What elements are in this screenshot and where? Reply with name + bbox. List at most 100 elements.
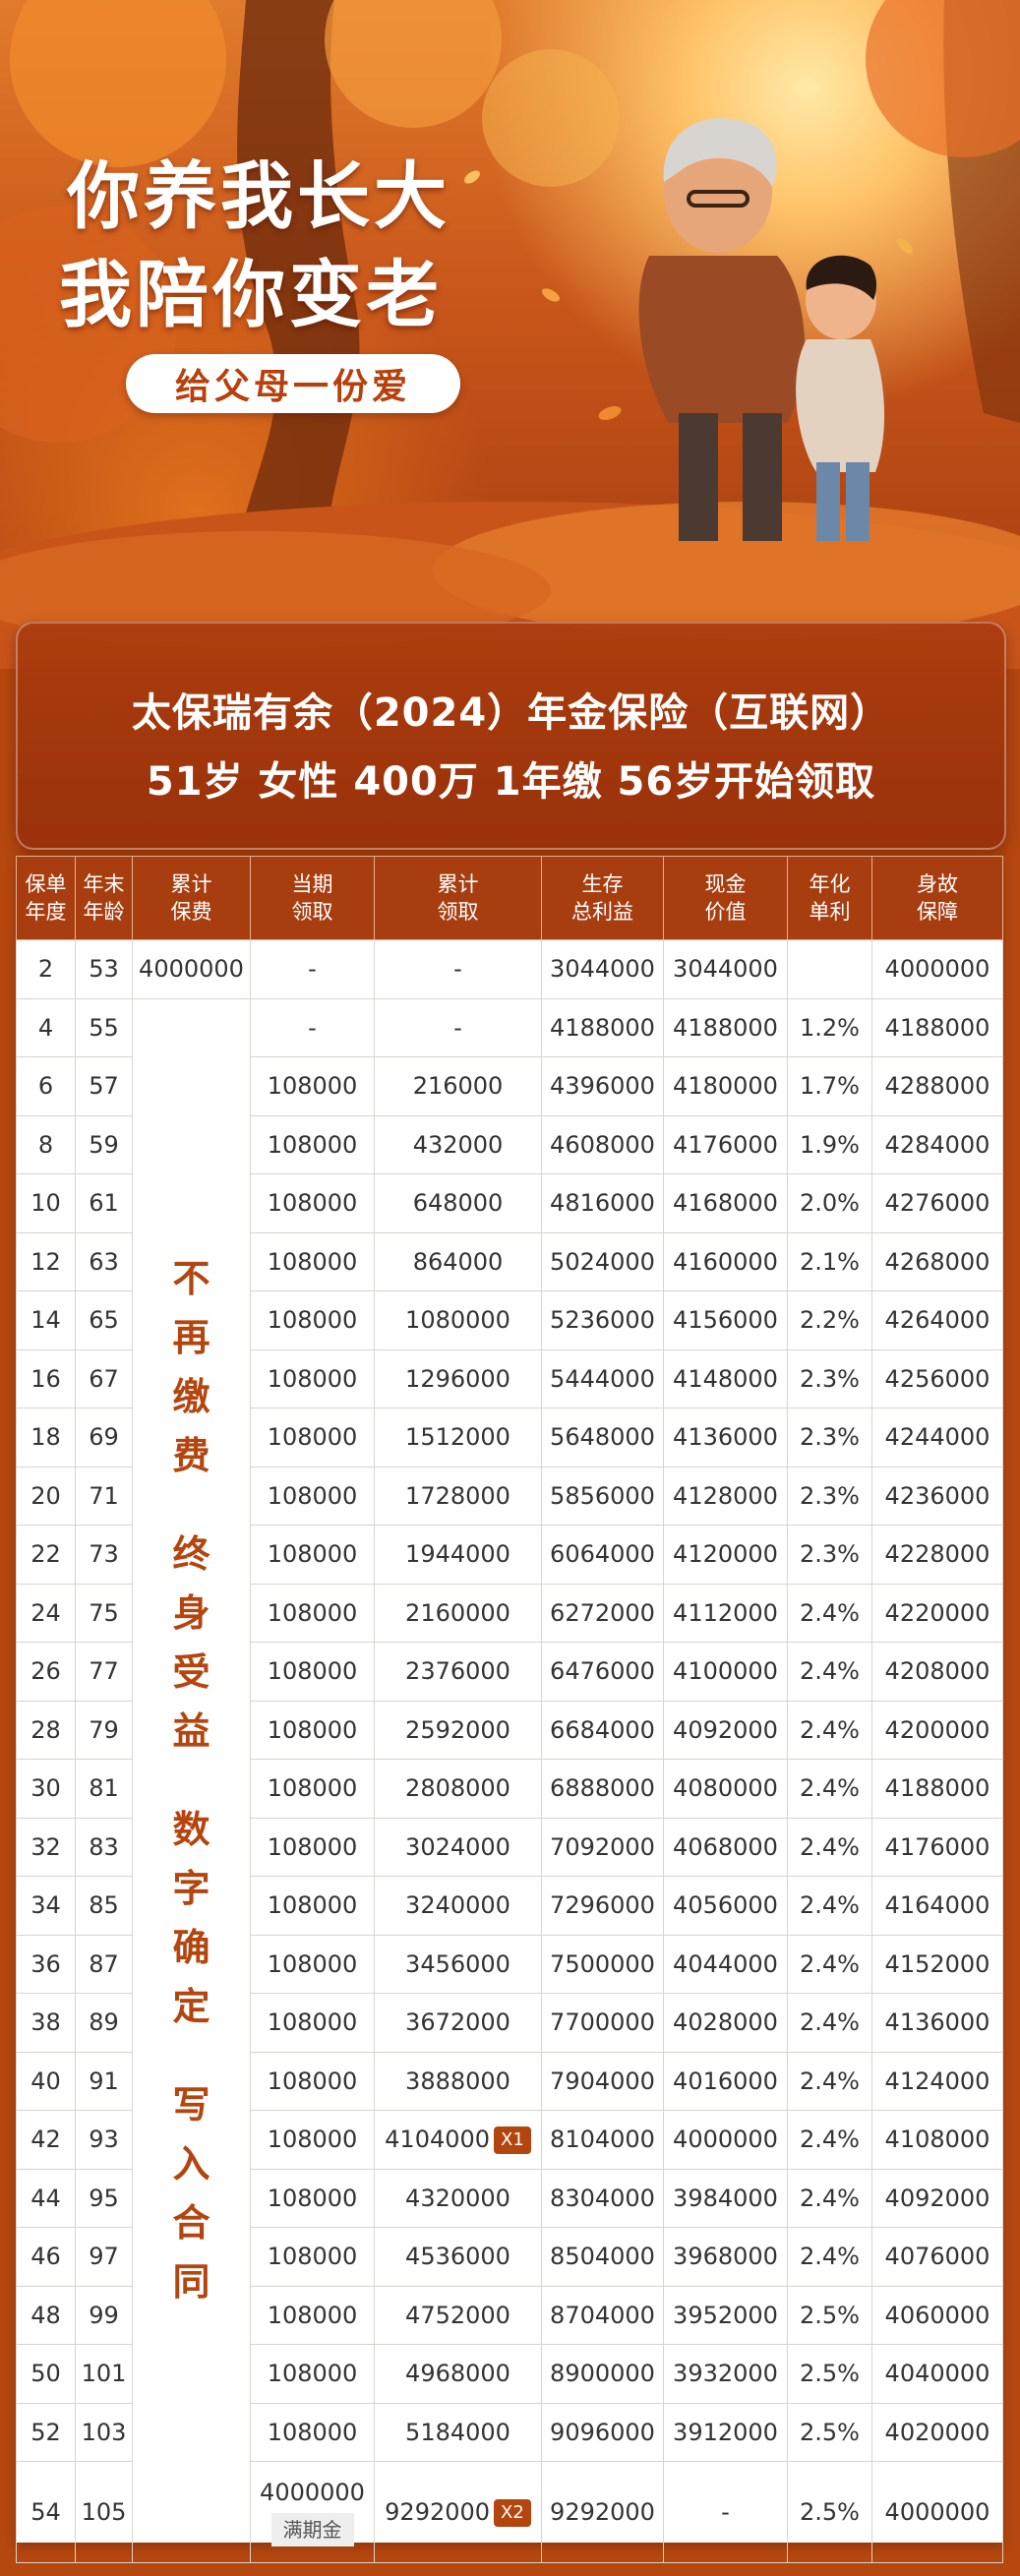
cell-period-payout: 108000: [250, 1525, 375, 1585]
cell-age: 103: [75, 2402, 133, 2462]
cell-annual-rate: 2.3%: [787, 1466, 872, 1526]
cell-death-benefit: 4188000: [871, 997, 1003, 1057]
cell-period-payout: 4000000 满期金: [250, 2461, 375, 2563]
cell-period-payout: 108000: [250, 1934, 375, 1994]
header-cumulative-payout: 累计 领取: [374, 856, 542, 940]
cell-death-benefit: 4040000: [871, 2344, 1003, 2404]
header-death-benefit: 身故 保障: [871, 856, 1003, 940]
cell-survival-total: 8104000: [541, 2110, 664, 2170]
cell-year: 50: [16, 2344, 76, 2404]
cell-period-payout: 108000: [250, 1290, 375, 1350]
cell-annual-rate: 2.5%: [787, 2285, 872, 2345]
cell-year: 48: [16, 2285, 76, 2345]
cell-death-benefit: 4092000: [871, 2168, 1003, 2228]
table-row: 8 59 108000 432000 4608000 4176000 1.9% 4284000: [16, 1114, 1003, 1174]
cell-annual-rate: 2.4%: [787, 1759, 872, 1819]
cell-period-payout: 108000: [250, 1759, 375, 1819]
note-char: 费: [172, 1434, 210, 1478]
table-row: 42 93 108000 4104000 X1 8104000 4000000 2.4% 410…: [16, 2110, 1003, 2170]
cell-age: 63: [75, 1231, 133, 1291]
cell-age: 89: [75, 1993, 133, 2053]
cell-cumulative-payout: 1080000: [374, 1290, 542, 1350]
maturity-tag: 满期金: [270, 2513, 354, 2546]
cell-age: 97: [75, 2227, 133, 2287]
cell-age: 87: [75, 1934, 133, 1994]
cell-period-payout: 108000: [250, 1114, 375, 1174]
cell-age: 81: [75, 1759, 133, 1819]
cell-age: 99: [75, 2285, 133, 2345]
cell-cash-value: 3932000: [663, 2344, 788, 2404]
cell-age: 83: [75, 1817, 133, 1877]
cell-survival-total: 5024000: [541, 1231, 664, 1291]
benefit-table: 保单 年度 年末 年龄 累计 保费 当期 领取 累计 领取 生存 总利益 现金 价值 年化 单利…: [16, 856, 1003, 2563]
cell-premium: 4000000: [132, 939, 251, 999]
cell-cumulative-payout: 4320000: [374, 2168, 542, 2228]
table-row: 48 99 108000 4752000 8704000 3952000 2.5% 40600…: [16, 2285, 1003, 2345]
cell-death-benefit: 4288000: [871, 1056, 1003, 1116]
cell-age: 71: [75, 1466, 133, 1526]
cell-cash-value: 4016000: [663, 2051, 788, 2111]
cell-death-benefit: 4020000: [871, 2402, 1003, 2462]
cell-period-payout: 108000: [250, 2110, 375, 2170]
cell-death-benefit: 4228000: [871, 1525, 1003, 1585]
cell-cash-value: 4128000: [663, 1466, 788, 1526]
cell-year: 38: [16, 1993, 76, 2053]
cell-death-benefit: 4244000: [871, 1408, 1003, 1468]
cell-annual-rate: 2.4%: [787, 2168, 872, 2228]
cell-period-payout: 108000: [250, 2227, 375, 2287]
cell-annual-rate: 1.7%: [787, 1056, 872, 1116]
cell-period-payout: 108000: [250, 1583, 375, 1643]
note-char: 不: [172, 1257, 210, 1301]
cell-cumulative-payout: 648000: [374, 1173, 542, 1233]
cell-survival-total: 4188000: [541, 997, 664, 1057]
table-header-row: 保单 年度 年末 年龄 累计 保费 当期 领取 累计 领取 生存 总利益 现金 价值 年化 单利…: [16, 856, 1003, 940]
cell-cash-value: 4156000: [663, 1290, 788, 1350]
table-row: 20 71 108000 1728000 5856000 4128000 2.3% 42360…: [16, 1466, 1003, 1526]
cell-year: 28: [16, 1700, 76, 1760]
cell-year: 16: [16, 1348, 76, 1408]
cell-annual-rate: 1.2%: [787, 997, 872, 1057]
cell-cash-value: 4120000: [663, 1525, 788, 1585]
table-row: 32 83 108000 3024000 7092000 4068000 2.4% 41760…: [16, 1817, 1003, 1877]
cell-year: 24: [16, 1583, 76, 1643]
note-char: 缴: [172, 1375, 210, 1419]
table-row: 10 61 108000 648000 4816000 4168000 2.0% 427600…: [16, 1173, 1003, 1233]
cell-cumulative-payout: 3672000: [374, 1993, 542, 2053]
cell-death-benefit: 4000000: [871, 2461, 1003, 2563]
cell-survival-total: 9096000: [541, 2402, 664, 2462]
cell-year: 6: [16, 1056, 76, 1116]
cell-cumulative-payout: 1944000: [374, 1525, 542, 1585]
cumulative-value: 9292000: [385, 2497, 491, 2526]
cell-survival-total: 6476000: [541, 1642, 664, 1702]
table-row: 14 65 108000 1080000 5236000 4156000 2.2% 42640…: [16, 1290, 1003, 1350]
cell-survival-total: 6888000: [541, 1759, 664, 1819]
note-char: 字: [172, 1867, 210, 1911]
header-age: 年末 年龄: [75, 856, 133, 940]
cell-cash-value: 4148000: [663, 1348, 788, 1408]
cell-cumulative-payout: 5184000: [374, 2402, 542, 2462]
header-survival-total: 生存 总利益: [541, 856, 664, 940]
cell-annual-rate: 2.4%: [787, 1583, 872, 1643]
note-char: 终: [172, 1532, 210, 1577]
cell-year: 22: [16, 1525, 76, 1585]
cell-cumulative-payout: 3024000: [374, 1817, 542, 1877]
cell-year: 46: [16, 2227, 76, 2287]
cell-year: 2: [16, 939, 76, 999]
cell-annual-rate: 2.3%: [787, 1525, 872, 1585]
cell-period-payout: -: [250, 997, 375, 1057]
cell-annual-rate: 2.5%: [787, 2344, 872, 2404]
cell-survival-total: 4608000: [541, 1114, 664, 1174]
cell-death-benefit: 4220000: [871, 1583, 1003, 1643]
cell-age: 59: [75, 1114, 133, 1174]
table-row: 44 95 108000 4320000 8304000 3984000 2.4% 40920…: [16, 2168, 1003, 2228]
child-figure: [796, 255, 885, 541]
cell-cash-value: 3952000: [663, 2285, 788, 2345]
note-char: 入: [172, 2142, 210, 2187]
cell-period-payout: 108000: [250, 1876, 375, 1936]
cell-cash-value: 4000000: [663, 2110, 788, 2170]
header-cumulative-premium: 累计 保费: [132, 856, 251, 940]
table-row: 16 67 108000 1296000 5444000 4148000 2.3% 42560…: [16, 1348, 1003, 1408]
cell-annual-rate: 2.3%: [787, 1348, 872, 1408]
table-row: 30 81 108000 2808000 6888000 4080000 2.4% 41880…: [16, 1759, 1003, 1819]
